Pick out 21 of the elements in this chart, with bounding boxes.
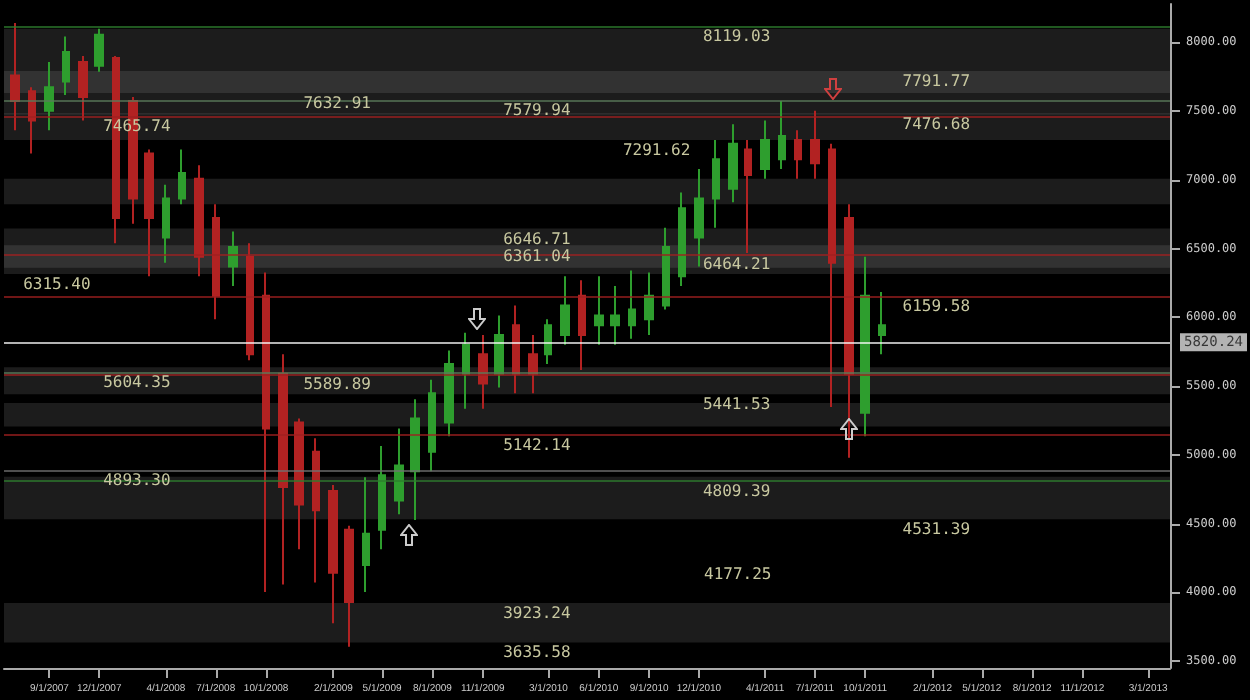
annotation: 4177.25 [704,565,772,583]
annotation: 4893.30 [103,470,171,489]
annotation: 6361.04 [503,246,571,265]
annotation: 3923.24 [503,603,571,622]
annotation: 4809.39 [702,482,771,501]
annotation: 7476.68 [902,115,971,134]
annotation: 3635.58 [503,643,571,662]
annotation: 6159.58 [902,296,971,315]
annotation: 6464.21 [702,254,771,273]
annotation: 7291.62 [622,140,691,159]
annotation: 6315.40 [23,275,91,294]
annotation: 5589.89 [303,374,372,393]
annotation: 7791.77 [902,72,971,91]
annotation: 4531.39 [902,520,971,539]
annotation: 6646.71 [503,229,571,248]
annotation: 5604.35 [103,372,171,391]
annotation: 5441.53 [702,395,771,414]
annotation: 7632.91 [303,93,372,112]
annotation: 5142.14 [503,436,571,455]
annotation: 8119.03 [702,27,771,46]
annotation: 7579.94 [503,101,571,120]
